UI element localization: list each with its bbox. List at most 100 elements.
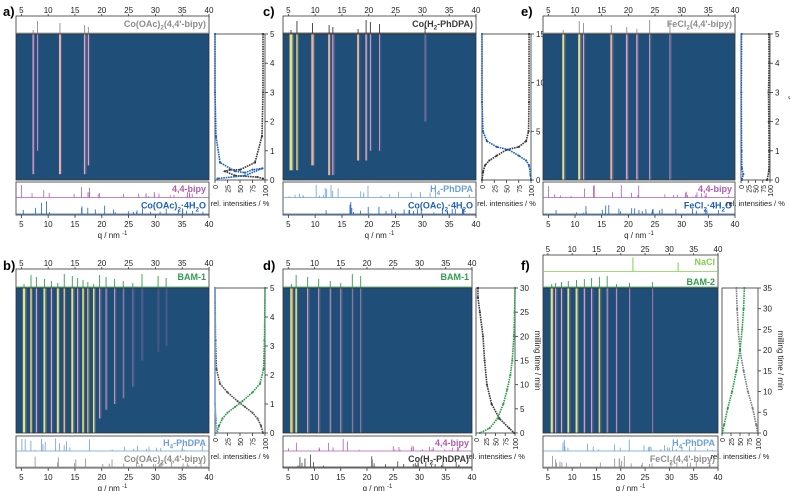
- heatmap-reflection-shoulder: [52, 288, 54, 433]
- kinetics-point: [251, 168, 254, 171]
- heatmap-reflection-shoulder: [297, 288, 299, 433]
- time-tick-label: 5: [270, 30, 275, 39]
- kinetics-point: [502, 402, 505, 406]
- panel-label: e): [521, 4, 533, 19]
- top-tick-label: 5: [286, 259, 291, 268]
- kinetics-series: [740, 33, 745, 181]
- top-tick-label: 20: [97, 259, 106, 268]
- time-tick-label: 5: [520, 405, 525, 414]
- top-tick-label: 35: [178, 6, 187, 15]
- kinetics-series: [479, 287, 516, 434]
- heatmap-reflection-shoulder: [89, 34, 91, 166]
- kinetics-point: [214, 135, 218, 138]
- bottom-tick-label: 25: [641, 473, 650, 482]
- heatmap-reflection-shoulder: [298, 34, 299, 171]
- heatmap-reflection: [290, 288, 293, 433]
- kinetics-point: [476, 286, 480, 290]
- top-tick-label: 20: [363, 259, 372, 268]
- kinetics-point: [525, 159, 528, 162]
- heatmap-reflection-shoulder: [630, 288, 632, 433]
- kinetics-point: [743, 286, 746, 290]
- top-reference-label: NaCl: [694, 257, 715, 267]
- top-tick-label: 15: [71, 6, 80, 15]
- heatmap-reflection-shoulder: [580, 34, 582, 180]
- time-tick-label: 4: [270, 59, 275, 68]
- time-tick-label: 0: [775, 176, 780, 185]
- kinetics-point: [218, 161, 222, 164]
- kinetics-point: [506, 388, 509, 391]
- heatmap-reflection-shoulder: [608, 288, 609, 433]
- heatmap-reflection: [63, 288, 65, 433]
- bottom-tick-label: 25: [389, 473, 398, 482]
- kinetics-point: [768, 149, 771, 152]
- heatmap-reflection: [424, 34, 426, 122]
- kinetics-point: [740, 149, 743, 152]
- heatmap-reflection: [669, 34, 671, 180]
- heatmap-reflection-shoulder: [612, 34, 614, 180]
- kinetics-point: [476, 296, 480, 299]
- kinetics-point: [495, 154, 498, 157]
- heatmap-reflection: [567, 288, 570, 433]
- top-tick-label: 40: [731, 6, 740, 15]
- heatmap-frame: [282, 287, 473, 434]
- kinetics-point: [527, 130, 530, 133]
- intensity-tick-label: 100: [756, 438, 763, 450]
- heatmap-reflection-shoulder: [38, 34, 40, 151]
- heatmap-reflection-shoulder: [569, 288, 571, 433]
- time-tick-label: 10: [763, 388, 772, 397]
- kinetics-point: [737, 328, 740, 331]
- heatmap-reflection-shoulder: [115, 288, 117, 404]
- bottom-tick-label: 15: [336, 473, 345, 482]
- heatmap-reflection-shoulder: [628, 34, 629, 180]
- heatmap-reflection-shoulder: [319, 288, 321, 433]
- kinetics-point: [525, 139, 528, 143]
- heatmap-reflection-shoulder: [650, 34, 652, 180]
- heatmap-frame: [542, 287, 719, 434]
- kinetics-point: [261, 32, 265, 36]
- kinetics-point: [263, 339, 266, 342]
- time-tick-label: 35: [763, 284, 772, 293]
- kinetics-point: [481, 335, 485, 338]
- heatmap-reflection: [555, 288, 557, 433]
- kinetics-point: [766, 178, 769, 182]
- heatmap-reflection: [99, 288, 101, 419]
- top-tick-label: 20: [616, 245, 625, 254]
- heatmap-reflection: [610, 34, 613, 180]
- intensity-tick-label: 100: [263, 185, 270, 197]
- bottom-tick-label: 40: [205, 473, 214, 482]
- intensity-tick-label: 100: [263, 438, 270, 450]
- intensity-tick-label: 0: [720, 438, 727, 442]
- heatmap-reflection-shoulder: [142, 288, 144, 361]
- kinetics-point: [527, 101, 531, 104]
- kinetics-point: [741, 328, 744, 331]
- heatmap-reflection: [583, 288, 585, 433]
- kinetics-point: [742, 173, 745, 176]
- kinetics-point: [483, 164, 487, 167]
- kinetics-point: [767, 32, 770, 36]
- intensity-tick-label: 25: [492, 185, 499, 193]
- intensity-tick-label: 75: [761, 185, 768, 193]
- q-axis-label: q / nm -1: [616, 484, 646, 491]
- heatmap-reflection: [311, 34, 314, 166]
- heatmap-reflection: [83, 34, 86, 175]
- intensity-tick-label: 100: [768, 185, 775, 197]
- heatmap-reflection-shoulder: [107, 288, 108, 410]
- kinetics-frame: [475, 287, 516, 434]
- kinetics-point: [767, 120, 770, 123]
- top-tick-label: 10: [311, 6, 320, 15]
- top-tick-label: 5: [546, 245, 551, 254]
- heatmap-reflection: [71, 288, 74, 433]
- top-tick-label: 15: [597, 6, 606, 15]
- bottom-tick-label: 15: [338, 220, 347, 229]
- intensity-axis-label: rel. intensities / %: [466, 452, 525, 461]
- bottom-tick-label: 15: [592, 473, 601, 482]
- top-tick-label: 5: [286, 6, 291, 15]
- bottom-reference-label: FeCl2(4,4'-bipy): [650, 454, 715, 467]
- top-reference-label: BAM-2: [687, 277, 716, 287]
- heatmap-reflection: [105, 288, 107, 410]
- time-axis-label: milling time / min: [533, 331, 542, 391]
- kinetics-point: [241, 400, 244, 403]
- intensity-tick-label: 0: [480, 185, 487, 189]
- heatmap-reflection: [32, 34, 34, 175]
- heatmap-reflection: [122, 288, 124, 399]
